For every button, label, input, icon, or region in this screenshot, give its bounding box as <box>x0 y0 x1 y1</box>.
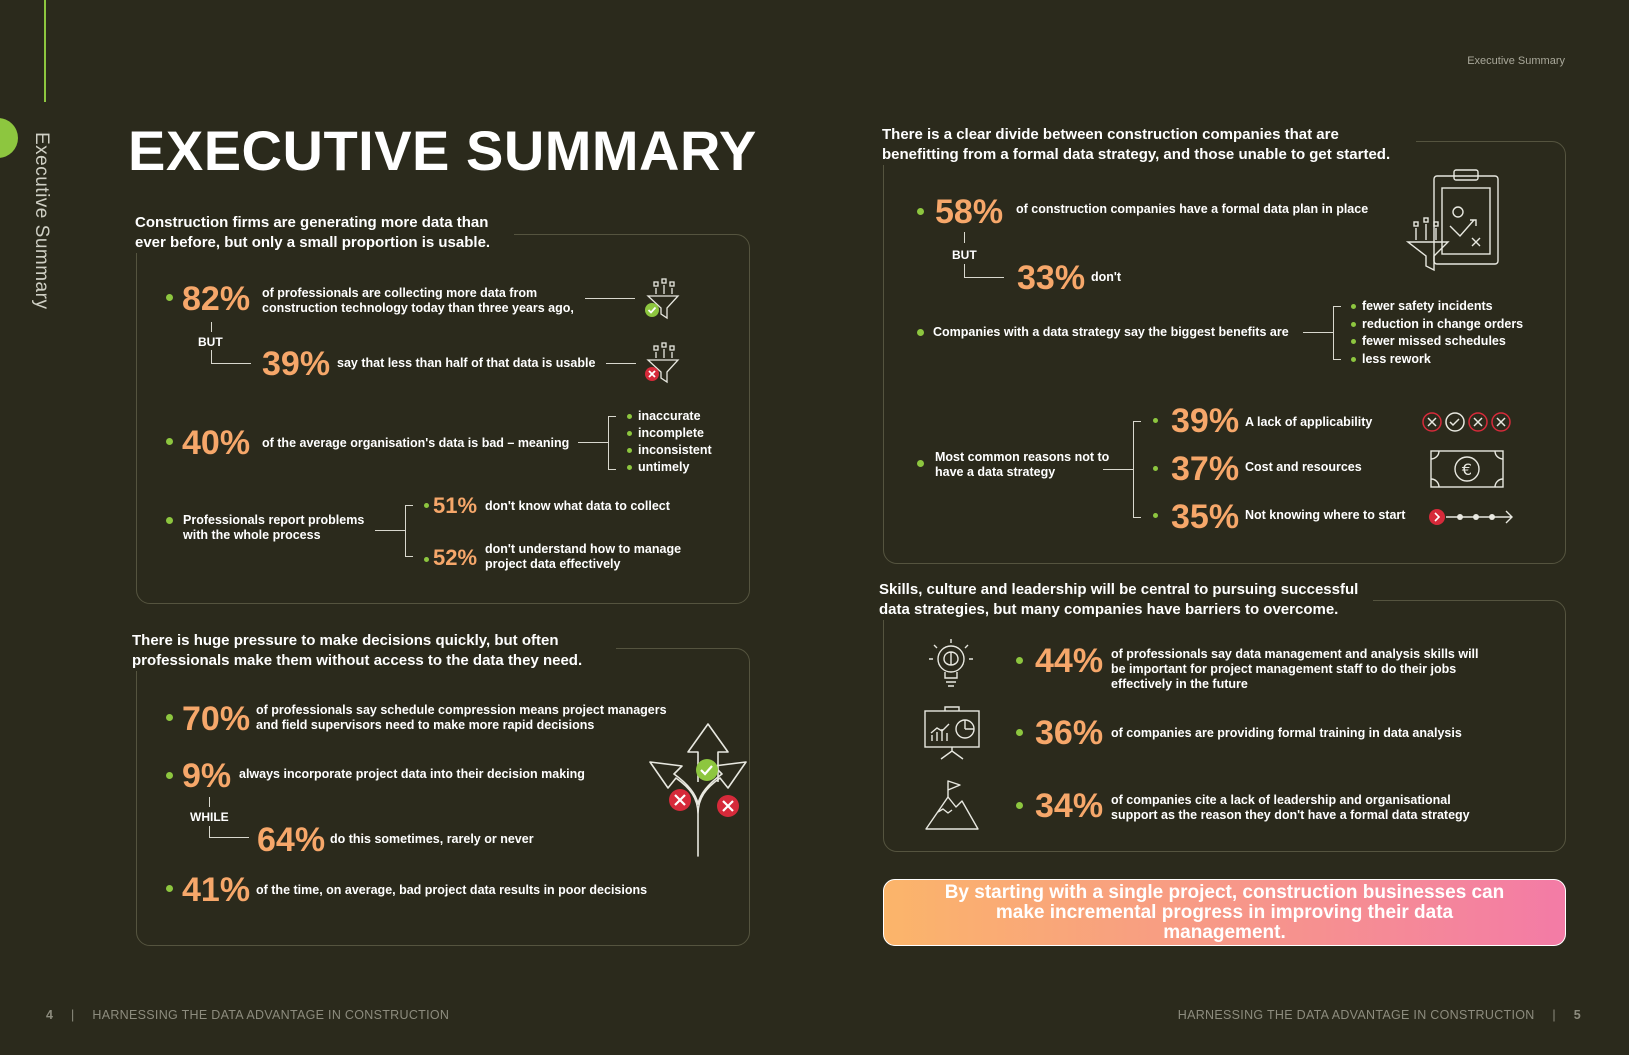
stat-82-text: of professionals are collecting more dat… <box>262 286 574 315</box>
page-title: EXECUTIVE SUMMARY <box>128 119 757 182</box>
bullet <box>1016 729 1023 736</box>
section-3-heading: There is a clear divide between construc… <box>882 125 1416 165</box>
bullet <box>166 517 173 524</box>
list-item: untimely <box>638 460 690 474</box>
stat-58-text: of construction companies have a formal … <box>1016 202 1369 216</box>
list-item: reduction in change orders <box>1362 317 1524 331</box>
list-item: inconsistent <box>638 443 712 457</box>
list-item: incomplete <box>638 426 704 440</box>
reason-2-text: Cost and resources <box>1245 460 1362 474</box>
stat-52: 52% <box>433 545 478 570</box>
stat-52-text: don't understand how to manage project d… <box>485 542 682 571</box>
section-2-heading: There is huge pressure to make decisions… <box>132 631 616 671</box>
sidebar-accent-dot <box>0 118 18 158</box>
euro-symbol: € <box>1462 460 1472 479</box>
but-label: BUT <box>952 248 977 262</box>
stat-40-text: of the average organisation's data is ba… <box>262 436 570 450</box>
stat-64: 64% <box>257 821 326 859</box>
reason-3-text: Not knowing where to start <box>1245 508 1406 522</box>
funnel-check-icon <box>645 278 680 320</box>
list-item: fewer missed schedules <box>1362 334 1506 348</box>
sidebar-accent-line <box>44 0 46 102</box>
stat-35: 35% <box>1171 498 1240 536</box>
banner-text: By starting with a single project, const… <box>944 881 1505 943</box>
stat-33-text: don't <box>1091 270 1122 284</box>
stat-64-text: do this sometimes, rarely or never <box>330 832 534 846</box>
section-4-heading: Skills, culture and leadership will be c… <box>879 580 1373 620</box>
list-item: less rework <box>1362 352 1431 366</box>
stat-39-text: say that less than half of that data is … <box>337 356 596 370</box>
stat-37: 37% <box>1171 450 1240 488</box>
stat-44-text: of professionals say data management and… <box>1111 647 1479 691</box>
stat-41-text: of the time, on average, bad project dat… <box>256 883 648 897</box>
banknote-icon: € <box>1430 450 1504 488</box>
stat-33: 33% <box>1017 259 1086 297</box>
stat-9-text: always incorporate project data into the… <box>239 767 585 781</box>
stat-82: 82% <box>182 280 251 318</box>
stat-34: 34% <box>1035 787 1104 825</box>
stat-51-text: don't know what data to collect <box>485 499 670 513</box>
stat-9: 9% <box>182 757 232 795</box>
stat-70-text: of professionals say schedule compressio… <box>256 703 667 732</box>
path-start-icon <box>1429 509 1513 525</box>
bullet <box>166 438 173 445</box>
bullet <box>1016 657 1023 664</box>
stat-34-text: of companies cite a lack of leadership a… <box>1111 793 1470 822</box>
bullet <box>166 772 173 779</box>
stat-40: 40% <box>182 424 251 462</box>
footer-left-title: HARNESSING THE DATA ADVANTAGE IN CONSTRU… <box>92 1008 450 1022</box>
sidebar-label: Executive Summary <box>31 132 52 310</box>
stat-36-text: of companies are providing formal traini… <box>1111 726 1462 740</box>
bullet <box>917 208 924 215</box>
presentation-chart-icon <box>924 706 980 760</box>
stat-36: 36% <box>1035 714 1104 752</box>
stat-44: 44% <box>1035 642 1104 680</box>
reason-1-text: A lack of applicability <box>1245 415 1373 429</box>
running-head: Executive Summary <box>1467 55 1565 67</box>
bullet <box>917 329 924 336</box>
process-problems-text: Professionals report problems with the w… <box>183 513 365 542</box>
list-item: fewer safety incidents <box>1362 299 1493 313</box>
stat-58: 58% <box>935 193 1004 231</box>
check-cross-row-icon <box>1422 412 1511 432</box>
bullet <box>166 294 173 301</box>
conclusion-banner: By starting with a single project, const… <box>883 879 1566 946</box>
decision-arrows-icon <box>649 723 747 857</box>
funnel-cross-icon <box>645 342 680 384</box>
list-item: inaccurate <box>638 409 701 423</box>
page-number-right: 5 <box>1573 1008 1581 1022</box>
reasons-text: Most common reasons not to have a data s… <box>935 450 1110 479</box>
stat-41: 41% <box>182 871 251 909</box>
stat-39: 39% <box>262 345 331 383</box>
benefits-text: Companies with a data strategy say the b… <box>933 325 1289 339</box>
stat-51: 51% <box>433 493 478 518</box>
clipboard-chart-icon <box>1406 169 1499 272</box>
bullet <box>166 714 173 721</box>
footer-right: HARNESSING THE DATA ADVANTAGE IN CONSTRU… <box>1177 1008 1581 1022</box>
mountain-flag-icon <box>925 780 979 830</box>
footer-left: 4 | HARNESSING THE DATA ADVANTAGE IN CON… <box>46 1008 450 1022</box>
stat-39-reason: 39% <box>1171 402 1240 440</box>
stat-70: 70% <box>182 700 251 738</box>
section-1-heading: Construction firms are generating more d… <box>135 213 514 253</box>
lightbulb-brain-icon <box>929 639 973 687</box>
bullet <box>166 885 173 892</box>
footer-right-title: HARNESSING THE DATA ADVANTAGE IN CONSTRU… <box>1177 1008 1535 1022</box>
bullet <box>1016 802 1023 809</box>
while-label: WHILE <box>190 810 229 824</box>
bullet <box>917 460 924 467</box>
page-number-left: 4 <box>46 1008 54 1022</box>
but-label: BUT <box>198 335 223 349</box>
